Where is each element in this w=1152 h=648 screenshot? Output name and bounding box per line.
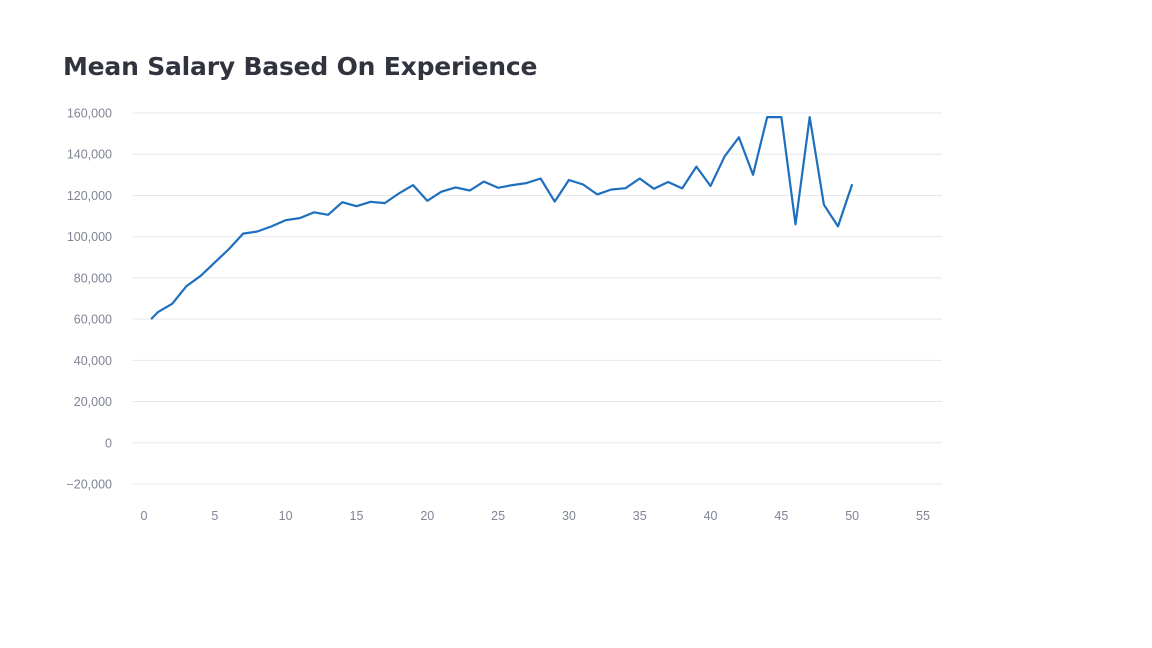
x-tick-label: 15 xyxy=(350,509,364,523)
y-tick-label: 140,000 xyxy=(67,148,112,162)
x-tick-label: 55 xyxy=(916,509,930,523)
gridlines xyxy=(133,112,942,485)
x-tick-label: 5 xyxy=(211,509,218,523)
x-axis-ticks: 0 5 10 15 20 25 30 35 40 45 50 55 xyxy=(141,509,930,523)
series-layer xyxy=(150,115,854,320)
y-tick-label: −20,000 xyxy=(66,478,112,492)
x-tick-label: 45 xyxy=(774,509,788,523)
y-axis-ticks: −20,000 0 20,000 40,000 60,000 80,000 100,000 1… xyxy=(66,107,112,492)
x-tick-label: 30 xyxy=(562,509,576,523)
y-tick-label: 20,000 xyxy=(74,395,112,409)
y-tick-label: 40,000 xyxy=(74,354,112,368)
y-tick-label: 0 xyxy=(105,436,112,450)
x-tick-label: 50 xyxy=(845,509,859,523)
x-tick-label: 20 xyxy=(420,509,434,523)
x-tick-label: 0 xyxy=(141,509,148,523)
x-tick-label: 25 xyxy=(491,509,505,523)
y-tick-label: 80,000 xyxy=(74,271,112,285)
x-tick-label: 35 xyxy=(633,509,647,523)
y-tick-label: 120,000 xyxy=(67,189,112,203)
y-tick-label: 100,000 xyxy=(67,230,112,244)
y-tick-label: 160,000 xyxy=(67,107,112,121)
x-tick-label: 10 xyxy=(279,509,293,523)
y-tick-label: 60,000 xyxy=(74,313,112,327)
series-line xyxy=(150,115,854,320)
chart-title: Mean Salary Based On Experience xyxy=(63,52,538,81)
x-tick-label: 40 xyxy=(704,509,718,523)
